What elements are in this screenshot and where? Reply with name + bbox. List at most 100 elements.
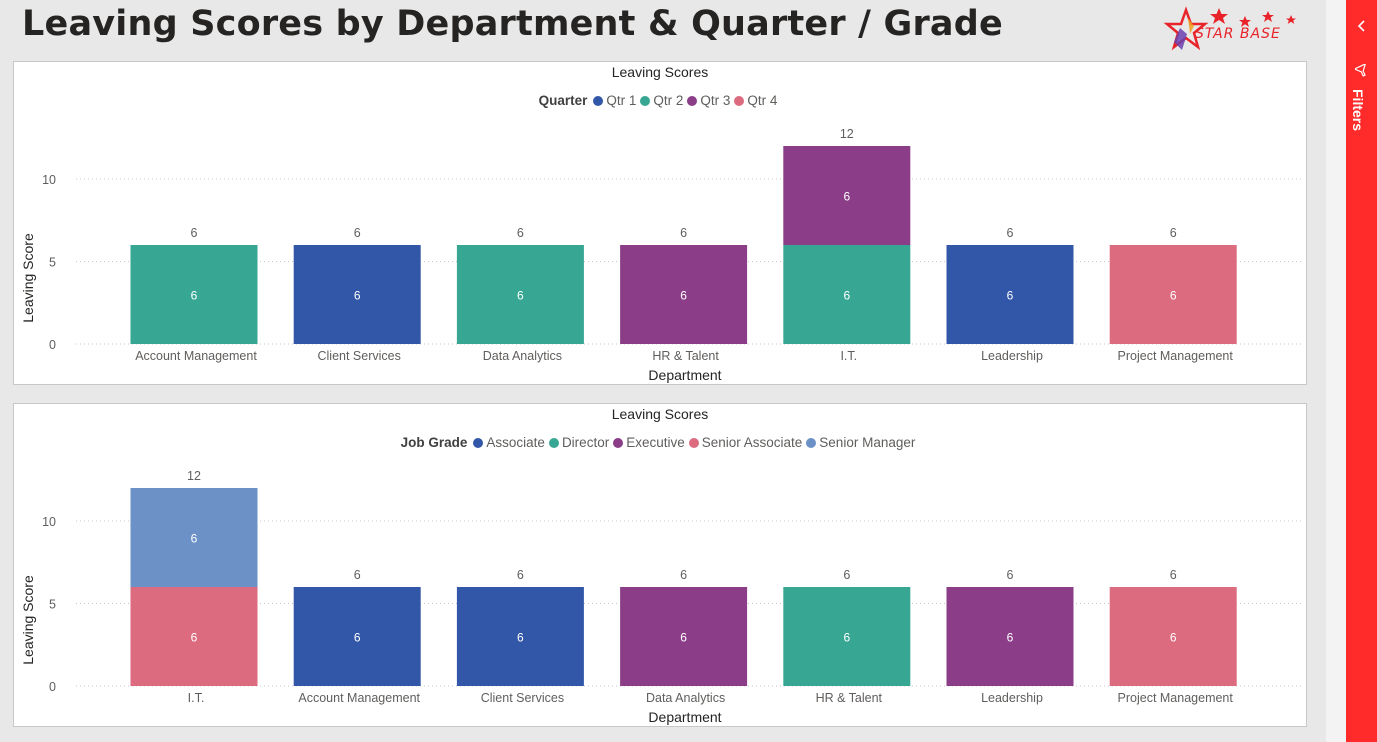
page-title: Leaving Scores by Department & Quarter /…: [22, 4, 1003, 44]
legend-item[interactable]: Senior Associate: [688, 435, 803, 450]
x-tick-label: HR & Talent: [652, 349, 719, 363]
legend-label: Qtr 2: [653, 93, 684, 108]
x-tick-label: Leadership: [981, 349, 1043, 363]
total-data-label: 12: [187, 469, 201, 483]
star-base-logo: STAR BASE: [1160, 4, 1305, 56]
segment-data-label: 6: [843, 190, 850, 204]
legend-item[interactable]: Associate: [473, 435, 545, 450]
segment-data-label: 6: [1007, 289, 1014, 303]
x-tick-label: I.T.: [188, 691, 205, 705]
y-tick-label: 0: [49, 680, 56, 694]
segment-data-label: 6: [191, 532, 198, 546]
legend-item[interactable]: Qtr 1: [593, 93, 636, 108]
total-data-label: 12: [840, 127, 854, 141]
legend-marker: [687, 96, 698, 106]
chart-title: Leaving Scores: [611, 64, 709, 80]
segment-data-label: 6: [1007, 631, 1014, 645]
total-data-label: 6: [680, 568, 687, 582]
segment-data-label: 6: [1170, 289, 1177, 303]
y-tick-label: 5: [49, 256, 56, 270]
bar-segment: [130, 488, 258, 587]
total-data-label: 6: [1007, 226, 1014, 240]
legend-item[interactable]: Qtr 3: [687, 93, 730, 108]
bar-segment: [946, 245, 1074, 344]
y-tick-label: 10: [42, 515, 56, 529]
filters-pane[interactable]: Filters: [1346, 0, 1377, 742]
chart-title: Leaving Scores: [611, 406, 709, 422]
y-tick-label: 10: [42, 173, 56, 187]
legend: Job Grade Associate Director Executive Senio…: [14, 435, 1306, 450]
chart-plot: 0 5 10 Leaving Score 6 6 Account Management 6 6 C…: [20, 127, 1302, 383]
chart-job-grade[interactable]: Leaving Scores Job Grade Associate Directo…: [13, 403, 1307, 727]
segment-data-label: 6: [517, 631, 524, 645]
legend-marker: [613, 438, 624, 448]
legend-marker: [548, 438, 559, 448]
x-axis-title: Department: [648, 367, 721, 383]
x-tick-label: Data Analytics: [646, 691, 725, 705]
segment-data-label: 6: [191, 289, 198, 303]
total-data-label: 6: [517, 568, 524, 582]
legend-item[interactable]: Director: [548, 435, 610, 450]
bar-segment: [783, 245, 911, 344]
x-tick-label: Data Analytics: [483, 349, 562, 363]
y-tick-label: 0: [49, 338, 56, 352]
legend-label: Director: [561, 435, 610, 450]
segment-data-label: 6: [1170, 631, 1177, 645]
bar-segment: [293, 587, 421, 686]
legend-item[interactable]: Senior Manager: [806, 435, 915, 450]
bar-segment: [130, 587, 258, 686]
legend-marker: [593, 96, 604, 106]
bar-segment: [456, 245, 584, 344]
x-tick-label: Client Services: [481, 691, 564, 705]
bar-segment: [946, 587, 1074, 686]
chart-quarter[interactable]: Leaving Scores Quarter Qtr 1 Qtr 2 Qtr 3 Qtr…: [13, 61, 1307, 385]
segment-data-label: 6: [680, 289, 687, 303]
legend-label: Qtr 3: [700, 93, 731, 108]
legend-item[interactable]: Executive: [613, 435, 685, 450]
segment-data-label: 6: [517, 289, 524, 303]
chevron-left-icon[interactable]: [1354, 18, 1370, 34]
legend-label: Qtr 4: [747, 93, 778, 108]
legend-label: Associate: [486, 435, 545, 450]
x-tick-label: Client Services: [318, 349, 401, 363]
legend: Quarter Qtr 1 Qtr 2 Qtr 3 Qtr 4: [14, 93, 1306, 108]
bar-segment: [130, 245, 258, 344]
legend-item[interactable]: Qtr 4: [734, 93, 777, 108]
total-data-label: 6: [843, 568, 850, 582]
legend-marker: [640, 96, 651, 106]
x-tick-label: HR & Talent: [816, 691, 883, 705]
legend-item[interactable]: Qtr 2: [640, 93, 683, 108]
total-data-label: 6: [354, 226, 361, 240]
filter-icon: [1355, 64, 1367, 77]
filters-label[interactable]: Filters: [1350, 89, 1366, 132]
legend-title: Quarter: [538, 93, 588, 108]
legend-marker: [734, 96, 745, 106]
bar-segment: [620, 587, 748, 686]
segment-data-label: 6: [680, 631, 687, 645]
segment-data-label: 6: [191, 631, 198, 645]
legend-title: Job Grade: [400, 435, 468, 450]
legend-label: Senior Associate: [701, 435, 803, 450]
total-data-label: 6: [680, 226, 687, 240]
x-tick-label: Account Management: [135, 349, 257, 363]
y-axis-title: Leaving Score: [20, 233, 36, 323]
x-axis-title: Department: [648, 709, 721, 725]
total-data-label: 6: [191, 226, 198, 240]
star-logo-icon: [1163, 6, 1296, 51]
segment-data-label: 6: [843, 289, 850, 303]
x-tick-label: I.T.: [840, 349, 857, 363]
legend-marker: [688, 438, 699, 448]
bar-segment: [1109, 245, 1237, 344]
total-data-label: 6: [1007, 568, 1014, 582]
bar-segment: [783, 587, 911, 686]
legend-marker: [806, 438, 817, 448]
x-tick-label: Account Management: [298, 691, 420, 705]
bar-segment: [783, 146, 911, 245]
scroll-gutter: [1326, 0, 1346, 742]
chart-plot: 0 5 10 Leaving Score 6 6 12 I.T. 6 6 Account Manag…: [20, 469, 1302, 725]
bar-segment: [620, 245, 748, 344]
x-tick-label: Project Management: [1118, 691, 1234, 705]
total-data-label: 6: [517, 226, 524, 240]
legend-marker: [473, 438, 484, 448]
x-tick-label: Leadership: [981, 691, 1043, 705]
